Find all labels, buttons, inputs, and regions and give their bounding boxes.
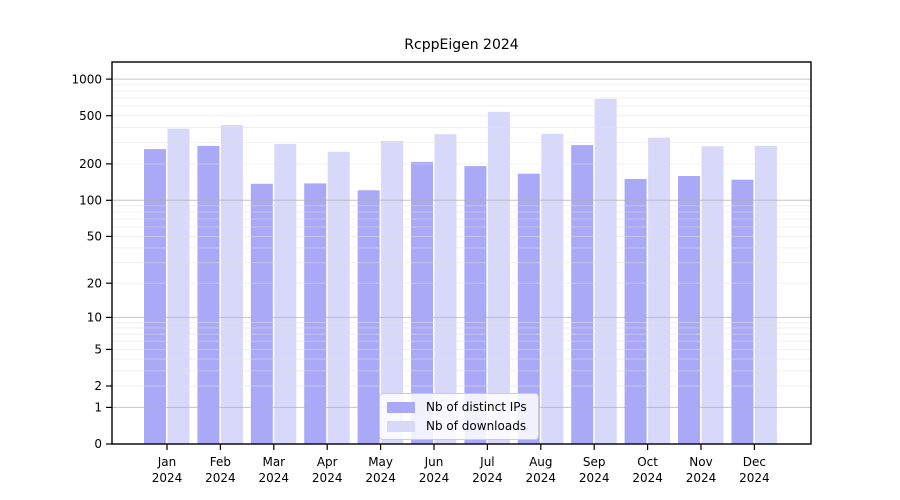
x-tick-label-year-nov: 2024 — [686, 471, 717, 485]
bar-nb-of-downloads-aug — [541, 133, 564, 444]
bar-nb-of-downloads-jul — [487, 111, 510, 445]
bar-nb-of-distinct-ips-apr — [304, 183, 327, 444]
x-tick-label-year-jan: 2024 — [152, 471, 183, 485]
y-tick-label-50: 50 — [87, 230, 102, 244]
bar-nb-of-distinct-ips-oct — [624, 179, 647, 444]
y-tick-label-1: 1 — [94, 401, 102, 415]
bar-nb-of-downloads-may — [381, 140, 404, 444]
y-tick-label-5: 5 — [94, 343, 102, 357]
bar-nb-of-downloads-apr — [327, 151, 350, 445]
bar-nb-of-downloads-sep — [594, 98, 617, 445]
y-tick-label-1000: 1000 — [71, 72, 102, 86]
x-tick-label-month-dec: Dec — [743, 455, 766, 469]
bar-nb-of-downloads-nov — [701, 146, 724, 444]
plot-border — [111, 61, 812, 445]
x-tick-label-year-aug: 2024 — [526, 471, 557, 485]
legend-item-distinct-ips: Nb of distinct IPs — [387, 400, 527, 414]
bar-nb-of-distinct-ips-jan — [144, 149, 166, 444]
x-tick-label-year-sep: 2024 — [579, 471, 610, 485]
y-tick-label-200: 200 — [79, 157, 102, 171]
x-tick-label-month-sep: Sep — [583, 455, 606, 469]
bar-nb-of-downloads-mar — [274, 144, 297, 444]
x-tick-label-year-apr: 2024 — [312, 471, 343, 485]
x-tick-label-month-oct: Oct — [637, 455, 658, 469]
y-tick-label-2: 2 — [94, 379, 102, 393]
legend-swatch-downloads — [387, 420, 415, 432]
y-tick-label-100: 100 — [79, 194, 102, 208]
y-tick-label-10: 10 — [87, 311, 102, 325]
legend: Nb of distinct IPs Nb of downloads — [379, 393, 539, 440]
legend-swatch-distinct-ips — [387, 401, 415, 413]
y-tick-label-500: 500 — [79, 109, 102, 123]
x-tick-label-year-dec: 2024 — [739, 471, 770, 485]
x-tick-label-month-nov: Nov — [689, 455, 712, 469]
bar-nb-of-distinct-ips-sep — [571, 145, 594, 444]
bar-nb-of-downloads-feb — [220, 125, 243, 444]
x-tick-label-year-jun: 2024 — [419, 471, 450, 485]
bar-nb-of-distinct-ips-dec — [731, 179, 754, 444]
x-tick-label-month-jan: Jan — [157, 455, 177, 469]
x-tick-label-month-mar: Mar — [262, 455, 285, 469]
bar-nb-of-distinct-ips-nov — [678, 176, 700, 444]
legend-label-downloads: Nb of downloads — [426, 419, 527, 433]
x-tick-label-month-aug: Aug — [529, 455, 552, 469]
legend-item-downloads: Nb of downloads — [387, 419, 527, 433]
bar-nb-of-distinct-ips-feb — [197, 145, 220, 444]
x-tick-label-month-may: May — [368, 455, 393, 469]
bar-nb-of-distinct-ips-jul — [464, 166, 487, 444]
y-tick-label-20: 20 — [87, 276, 102, 290]
x-tick-label-year-may: 2024 — [365, 471, 396, 485]
x-tick-label-month-jun: Jun — [424, 455, 444, 469]
y-tick-label-0: 0 — [94, 437, 102, 451]
x-tick-label-month-apr: Apr — [317, 455, 338, 469]
bar-nb-of-downloads-dec — [754, 145, 777, 444]
bar-nb-of-distinct-ips-jun — [411, 161, 433, 444]
bar-nb-of-distinct-ips-aug — [517, 173, 540, 444]
x-tick-label-year-oct: 2024 — [632, 471, 663, 485]
x-tick-label-year-feb: 2024 — [205, 471, 236, 485]
bar-nb-of-downloads-oct — [648, 137, 671, 444]
x-tick-label-year-jul: 2024 — [472, 471, 503, 485]
bar-nb-of-distinct-ips-mar — [250, 183, 273, 445]
legend-label-distinct-ips: Nb of distinct IPs — [426, 400, 527, 414]
bar-nb-of-downloads-jan — [167, 128, 190, 444]
x-tick-label-month-jul: Jul — [479, 455, 494, 469]
x-tick-label-year-mar: 2024 — [259, 471, 290, 485]
chart-title: RcppEigen 2024 — [404, 37, 519, 53]
x-tick-label-month-feb: Feb — [210, 455, 231, 469]
